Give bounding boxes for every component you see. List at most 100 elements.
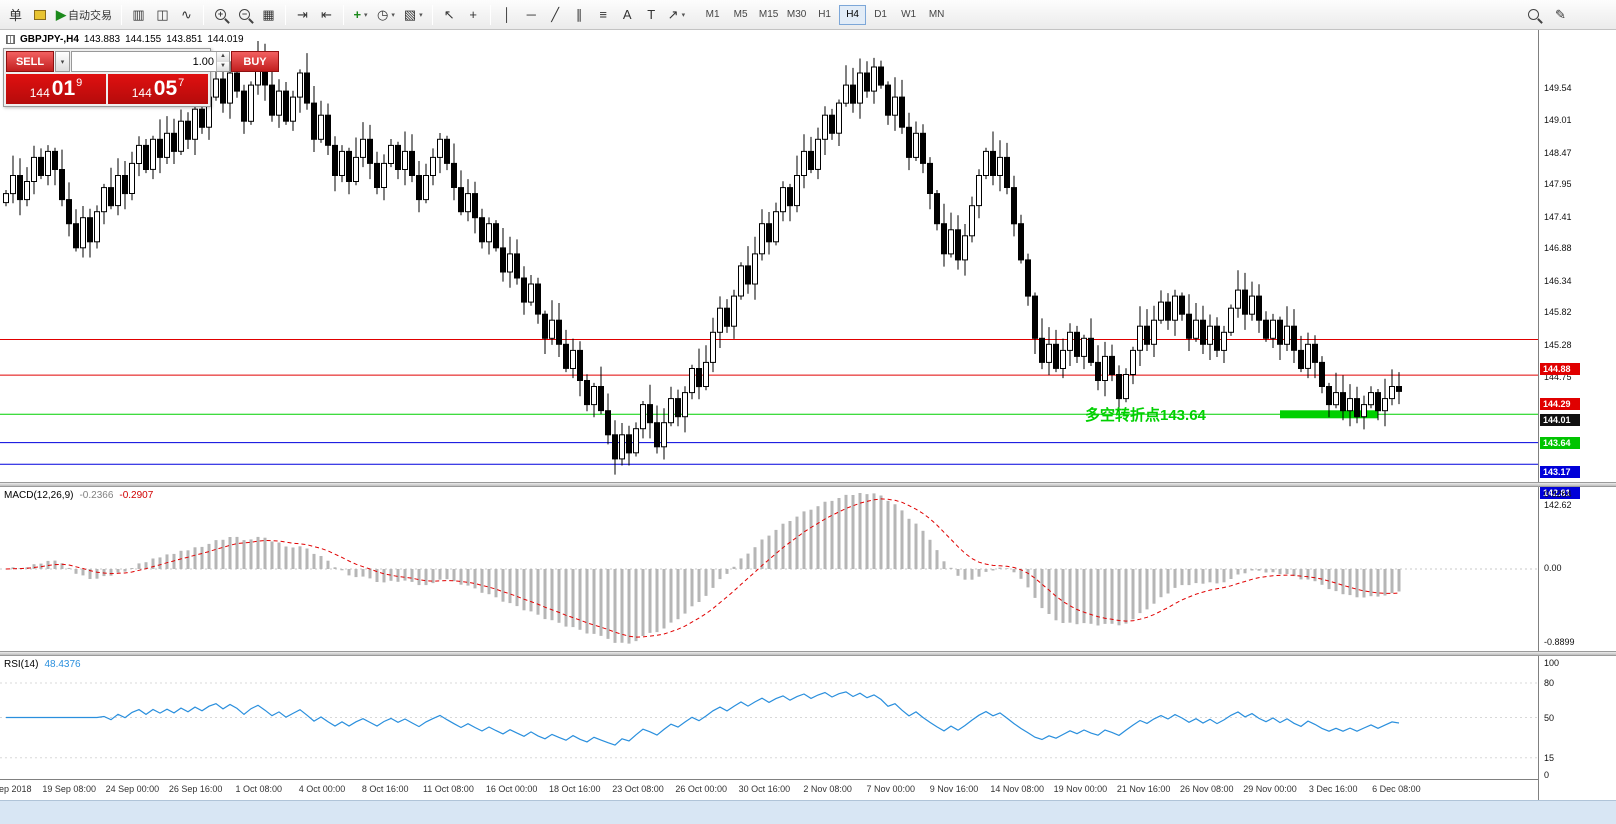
ohlc-low: 143.851 [166, 34, 203, 45]
time-label: 29 Nov 00:00 [1243, 784, 1297, 794]
tile-windows-button[interactable]: ▦ [257, 3, 280, 26]
autotrading-button[interactable]: ▶ 自动交易 [52, 3, 116, 26]
periods-button[interactable]: ◷ ▾ [373, 3, 399, 26]
channel-button[interactable]: ∥ [568, 3, 591, 26]
search-icon [1528, 9, 1539, 20]
price-tick: 147.95 [1544, 178, 1572, 189]
candle-chart-icon: ◫ [156, 6, 169, 22]
toolbar-separator [121, 4, 122, 25]
price-tick: 147.41 [1544, 211, 1572, 222]
bid-main: 01 [51, 77, 76, 100]
cursor-button[interactable]: ↖ [438, 3, 461, 26]
fibonacci-button[interactable]: ≡ [592, 3, 615, 26]
auto-scroll-icon: ⇤ [321, 6, 332, 22]
auto-scroll-button[interactable]: ⇤ [315, 3, 338, 26]
new-chart-button[interactable]: + ▾ [349, 3, 372, 26]
time-label: 30 Oct 16:00 [738, 784, 791, 794]
order-type-dropdown[interactable]: ▾ [55, 51, 70, 72]
time-label: 4 Oct 00:00 [298, 784, 346, 794]
trendline-icon: ╱ [551, 6, 560, 22]
text-button[interactable]: A [616, 3, 639, 26]
templates-button[interactable]: ▧ ▾ [400, 3, 427, 26]
horizontal-line-button[interactable]: ─ [520, 3, 543, 26]
channel-icon: ∥ [575, 6, 583, 22]
macd-signal-value: -0.2907 [119, 490, 154, 501]
trade-panel-top-row: SELL ▾ ▲ ▼ BUY [6, 51, 279, 72]
volume-input[interactable] [72, 52, 216, 71]
search-button[interactable] [1522, 3, 1545, 26]
bar-chart-button[interactable]: ▥ [127, 3, 150, 26]
ask-prefix: 144 [131, 86, 152, 100]
toolbar-separator [489, 4, 491, 25]
crosshair-icon: + [469, 7, 477, 22]
ohlc-high: 144.155 [125, 34, 162, 45]
price-tick: 145.28 [1544, 339, 1572, 350]
cursor-icon: ↖ [443, 6, 455, 22]
volume-box: ▲ ▼ [71, 51, 230, 72]
ask-price-display[interactable]: 144 05 7 [108, 74, 208, 104]
panel-splitter[interactable] [0, 482, 1616, 487]
time-label: 2 Nov 08:00 [803, 784, 852, 794]
ask-pipette: 7 [178, 77, 185, 89]
price-tag-144.01: 144.01 [1540, 414, 1580, 427]
line-chart-button[interactable]: ∿ [175, 3, 198, 26]
pivot-annotation[interactable]: 多空转折点143.64 [1085, 407, 1206, 424]
time-label: 26 Oct 00:00 [675, 784, 727, 794]
time-label: 3 Dec 16:00 [1308, 784, 1358, 794]
new-order-button[interactable]: 单 [4, 3, 27, 26]
bid-price-display[interactable]: 144 01 9 [6, 74, 106, 104]
time-label: 8 Oct 16:00 [361, 784, 409, 794]
price-axis[interactable]: 149.54 149.01 148.47 147.95 147.41 146.88 146.… [1538, 30, 1616, 800]
quick-edit-button[interactable]: ✎ [1549, 3, 1572, 26]
bid-prefix: 144 [29, 86, 50, 100]
price-tick: 144.75 [1544, 371, 1572, 382]
timeframe-m5-button[interactable]: M5 [727, 5, 754, 25]
price-tick: 142.62 [1544, 500, 1572, 511]
time-label: 16 Oct 00:00 [485, 784, 538, 794]
panel-splitter[interactable] [0, 651, 1616, 656]
toolbar-right: ✎ [1522, 3, 1572, 26]
time-axis[interactable]: 14 Sep 2018 19 Sep 08:00 24 Sep 00:00 26 Se… [0, 779, 1538, 800]
ohlc-open: 143.883 [83, 34, 121, 45]
candlestick-chart[interactable] [0, 30, 1538, 482]
trendline-button[interactable]: ╱ [544, 3, 567, 26]
rsi-axis-15: 15 [1544, 752, 1555, 763]
rsi-axis-100: 100 [1544, 658, 1560, 668]
timeframe-m1-button[interactable]: M1 [699, 5, 726, 25]
timeframe-m30-button[interactable]: M30 [783, 5, 810, 25]
rsi-value: 48.4376 [44, 659, 81, 670]
crosshair-button[interactable]: + [462, 3, 485, 26]
timeframe-w1-button[interactable]: W1 [895, 5, 922, 25]
timeframe-h4-button[interactable]: H4 [839, 4, 867, 25]
volume-up-button[interactable]: ▲ [217, 52, 229, 62]
toolbar-separator [203, 4, 204, 25]
arrows-icon: ↗ [667, 6, 679, 22]
bid-pipette: 9 [76, 77, 83, 89]
sell-button[interactable]: SELL [6, 51, 54, 72]
label-button[interactable]: T [640, 3, 663, 26]
candle-chart-button[interactable]: ◫ [151, 3, 174, 26]
price-tick: 148.47 [1544, 147, 1572, 158]
macd-axis-max: 0.9264 [1544, 489, 1572, 499]
market-watch-button[interactable] [28, 3, 51, 26]
time-label: 19 Nov 00:00 [1053, 784, 1108, 794]
timeframe-h1-button[interactable]: H1 [811, 5, 838, 25]
macd-main-value: -0.2366 [79, 490, 114, 501]
arrows-button[interactable]: ↗ ▾ [664, 3, 689, 26]
zoom-out-button[interactable]: − [233, 3, 256, 26]
timeframe-mn-button[interactable]: MN [923, 5, 950, 25]
dropdown-arrow-icon: ▾ [419, 11, 423, 19]
zoom-in-icon: + [215, 9, 226, 20]
vertical-line-button[interactable]: │ [496, 3, 519, 26]
volume-down-button[interactable]: ▼ [217, 61, 229, 71]
market-watch-icon [33, 9, 46, 20]
timeframe-m15-button[interactable]: M15 [755, 5, 782, 25]
ohlc-close: 144.019 [207, 34, 244, 45]
timeframe-d1-button[interactable]: D1 [867, 5, 894, 25]
rsi-chart[interactable] [0, 656, 1538, 779]
buy-button[interactable]: BUY [231, 51, 279, 72]
macd-chart[interactable] [0, 487, 1538, 651]
zoom-in-button[interactable]: + [209, 3, 232, 26]
chart-shift-button[interactable]: ⇥ [291, 3, 314, 26]
timeframe-group: M1 M5 M15 M30 H1 H4 D1 W1 MN [699, 4, 950, 25]
